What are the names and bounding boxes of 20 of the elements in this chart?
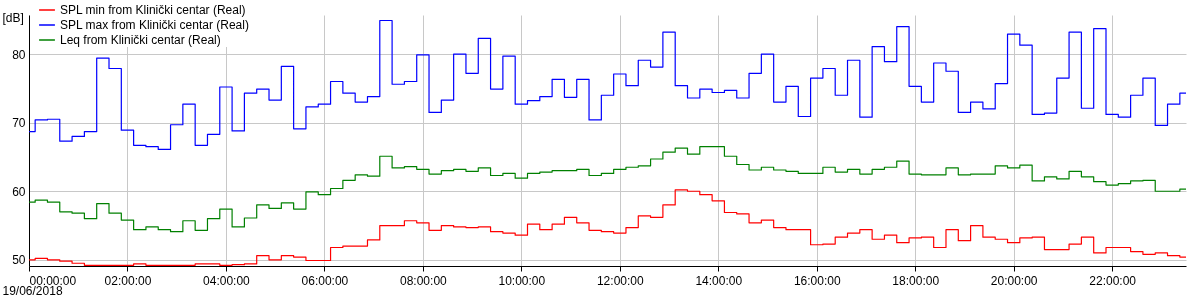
x-tick-label: 20:00:00 — [990, 273, 1038, 288]
x-tick-label: 04:00:00 — [203, 273, 251, 288]
x-tick-label: 02:00:00 — [104, 273, 152, 288]
x-tick-label: 10:00:00 — [498, 273, 546, 288]
x-tick-label: 12:00:00 — [596, 273, 644, 288]
x-tick-label: 06:00:00 — [301, 273, 349, 288]
y-tick-label: 50 — [12, 253, 26, 268]
legend-label: SPL max from Klinički centar (Real) — [60, 18, 249, 32]
x-tick-label: 16:00:00 — [793, 273, 841, 288]
y-axis-title: [dB] — [2, 10, 24, 25]
y-tick-label: 60 — [12, 184, 26, 199]
x-tick-label: 22:00:00 — [1089, 273, 1137, 288]
y-tick-label: 80 — [12, 47, 26, 62]
legend-label: SPL min from Klinički centar (Real) — [60, 3, 246, 17]
y-tick-label: 70 — [12, 116, 26, 131]
legend-label: Leq from Klinički centar (Real) — [60, 33, 221, 47]
x-tick-label: 14:00:00 — [695, 273, 743, 288]
x-tick-label: 08:00:00 — [400, 273, 448, 288]
text: 19/06/2018 — [2, 283, 63, 298]
x-tick-label: 18:00:00 — [892, 273, 940, 288]
